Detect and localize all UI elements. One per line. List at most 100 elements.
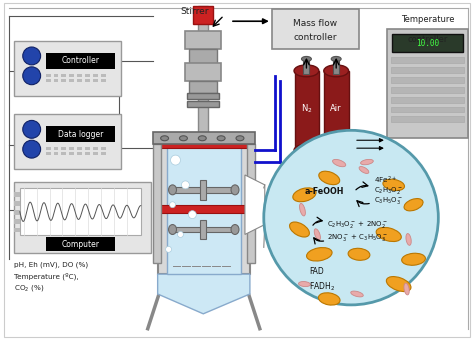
Ellipse shape (299, 282, 310, 287)
Bar (14, 192, 20, 197)
Bar (54, 152, 58, 155)
Ellipse shape (301, 56, 311, 62)
Bar (153, 144, 161, 263)
Ellipse shape (351, 291, 363, 297)
Bar (14, 210, 20, 215)
Bar (14, 182, 151, 253)
Bar (201, 220, 206, 239)
Circle shape (23, 120, 41, 138)
Bar (62, 152, 66, 155)
Ellipse shape (198, 136, 206, 141)
Ellipse shape (404, 199, 423, 211)
Bar (198, 6, 208, 132)
Bar (85, 74, 90, 77)
Ellipse shape (324, 144, 348, 156)
Text: Stirrer: Stirrer (180, 7, 209, 16)
Bar (77, 147, 82, 150)
Ellipse shape (386, 276, 411, 292)
Ellipse shape (290, 222, 310, 237)
Ellipse shape (314, 229, 320, 240)
Ellipse shape (331, 56, 341, 62)
Bar (185, 31, 221, 49)
Bar (62, 74, 66, 77)
Text: Data logger: Data logger (58, 130, 103, 139)
Bar (69, 147, 74, 150)
Bar (173, 187, 235, 193)
Circle shape (264, 130, 438, 305)
Text: CO$_2$ (%): CO$_2$ (%) (14, 283, 44, 293)
Ellipse shape (359, 167, 369, 173)
Bar (54, 79, 58, 82)
Bar (173, 226, 235, 233)
Ellipse shape (231, 185, 239, 195)
Bar (46, 152, 51, 155)
Bar (46, 53, 115, 69)
Bar (93, 74, 98, 77)
Circle shape (177, 232, 183, 237)
Ellipse shape (348, 248, 370, 260)
Ellipse shape (404, 283, 409, 295)
Ellipse shape (294, 65, 319, 77)
Ellipse shape (406, 234, 411, 245)
Polygon shape (158, 274, 250, 314)
Bar (201, 180, 206, 200)
Bar (294, 71, 319, 150)
Circle shape (171, 155, 181, 165)
Bar (69, 79, 74, 82)
Bar (14, 227, 20, 233)
Bar (85, 147, 90, 150)
Bar (101, 74, 106, 77)
Ellipse shape (236, 136, 244, 141)
Bar (303, 59, 310, 74)
Text: 2NO$_3^-$ + C$_3$H$_5$O$_3^-$: 2NO$_3^-$ + C$_3$H$_5$O$_3^-$ (327, 232, 388, 243)
Ellipse shape (217, 136, 225, 141)
Bar (20, 188, 141, 236)
Bar (187, 92, 219, 99)
Text: C$_2$H$_3$O$_2^-$ + 2NO$_2^-$: C$_2$H$_3$O$_2^-$ + 2NO$_2^-$ (327, 219, 388, 230)
Bar (14, 219, 20, 224)
Ellipse shape (361, 159, 374, 165)
Bar (247, 144, 255, 263)
Bar (193, 6, 213, 24)
Bar (46, 79, 51, 82)
Ellipse shape (319, 293, 340, 305)
Bar (85, 152, 90, 155)
Text: N$_2$: N$_2$ (301, 102, 312, 115)
Circle shape (170, 202, 175, 208)
Text: Computer: Computer (61, 240, 99, 249)
Circle shape (23, 140, 41, 158)
Bar (46, 74, 51, 77)
Circle shape (188, 211, 196, 219)
Bar (158, 140, 250, 148)
Bar (392, 34, 463, 52)
Text: Air: Air (330, 104, 342, 113)
Ellipse shape (169, 224, 176, 235)
Bar (93, 152, 98, 155)
Ellipse shape (293, 188, 316, 202)
Bar (391, 116, 464, 122)
Bar (54, 74, 58, 77)
Ellipse shape (307, 248, 332, 261)
Text: C$_2$H$_3$O$_2^-$: C$_2$H$_3$O$_2^-$ (374, 185, 403, 196)
Circle shape (23, 67, 41, 85)
Ellipse shape (161, 136, 169, 141)
Circle shape (165, 246, 172, 252)
Bar (101, 79, 106, 82)
Text: Mass flow: Mass flow (293, 19, 337, 28)
Bar (77, 74, 82, 77)
Bar (158, 140, 250, 274)
Text: Controller: Controller (61, 56, 99, 65)
Bar (190, 81, 217, 92)
Bar (62, 147, 66, 150)
Text: a-FeOOH: a-FeOOH (304, 187, 344, 196)
Bar (14, 201, 20, 206)
Text: pH, Eh (mV), DO (%): pH, Eh (mV), DO (%) (14, 261, 88, 268)
Circle shape (182, 181, 190, 189)
Bar (391, 106, 464, 113)
Bar (77, 152, 82, 155)
Bar (185, 63, 221, 81)
Bar (101, 152, 106, 155)
Bar (190, 49, 217, 63)
Bar (387, 29, 468, 138)
Bar (85, 79, 90, 82)
